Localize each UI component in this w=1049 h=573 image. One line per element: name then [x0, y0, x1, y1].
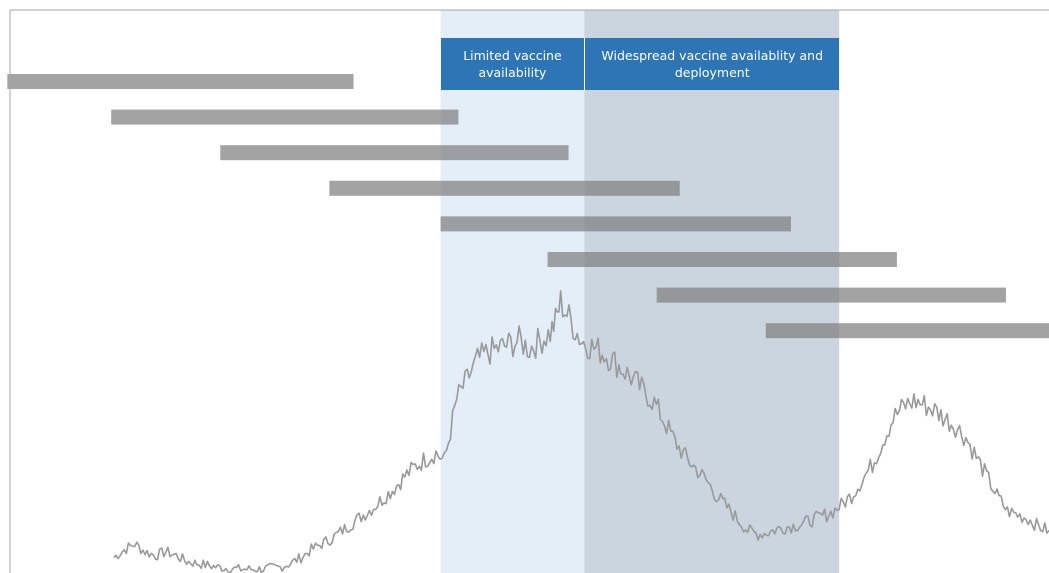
- interval-bar-4: [440, 216, 791, 232]
- phase-label-limited-vaccine: Limited vaccine availability: [440, 38, 585, 90]
- series-line-layer: [113, 290, 1049, 573]
- interval-bar-5: [547, 252, 897, 267]
- phase-shade-0: [440, 10, 585, 573]
- phase-label-widespread-vaccine: Widespread vaccine availablity and deplo…: [584, 38, 840, 90]
- interval-bar-6: [656, 287, 1006, 303]
- interval-bar-0: [7, 74, 354, 89]
- interval-bar-1: [111, 109, 459, 125]
- series-line-0: [113, 290, 1049, 573]
- interval-bar-2: [220, 145, 569, 161]
- interval-bar-3: [329, 180, 680, 196]
- interval-bar-layer: [7, 74, 1049, 339]
- axis-layer: [9, 9, 1049, 573]
- interval-bar-7: [765, 323, 1049, 339]
